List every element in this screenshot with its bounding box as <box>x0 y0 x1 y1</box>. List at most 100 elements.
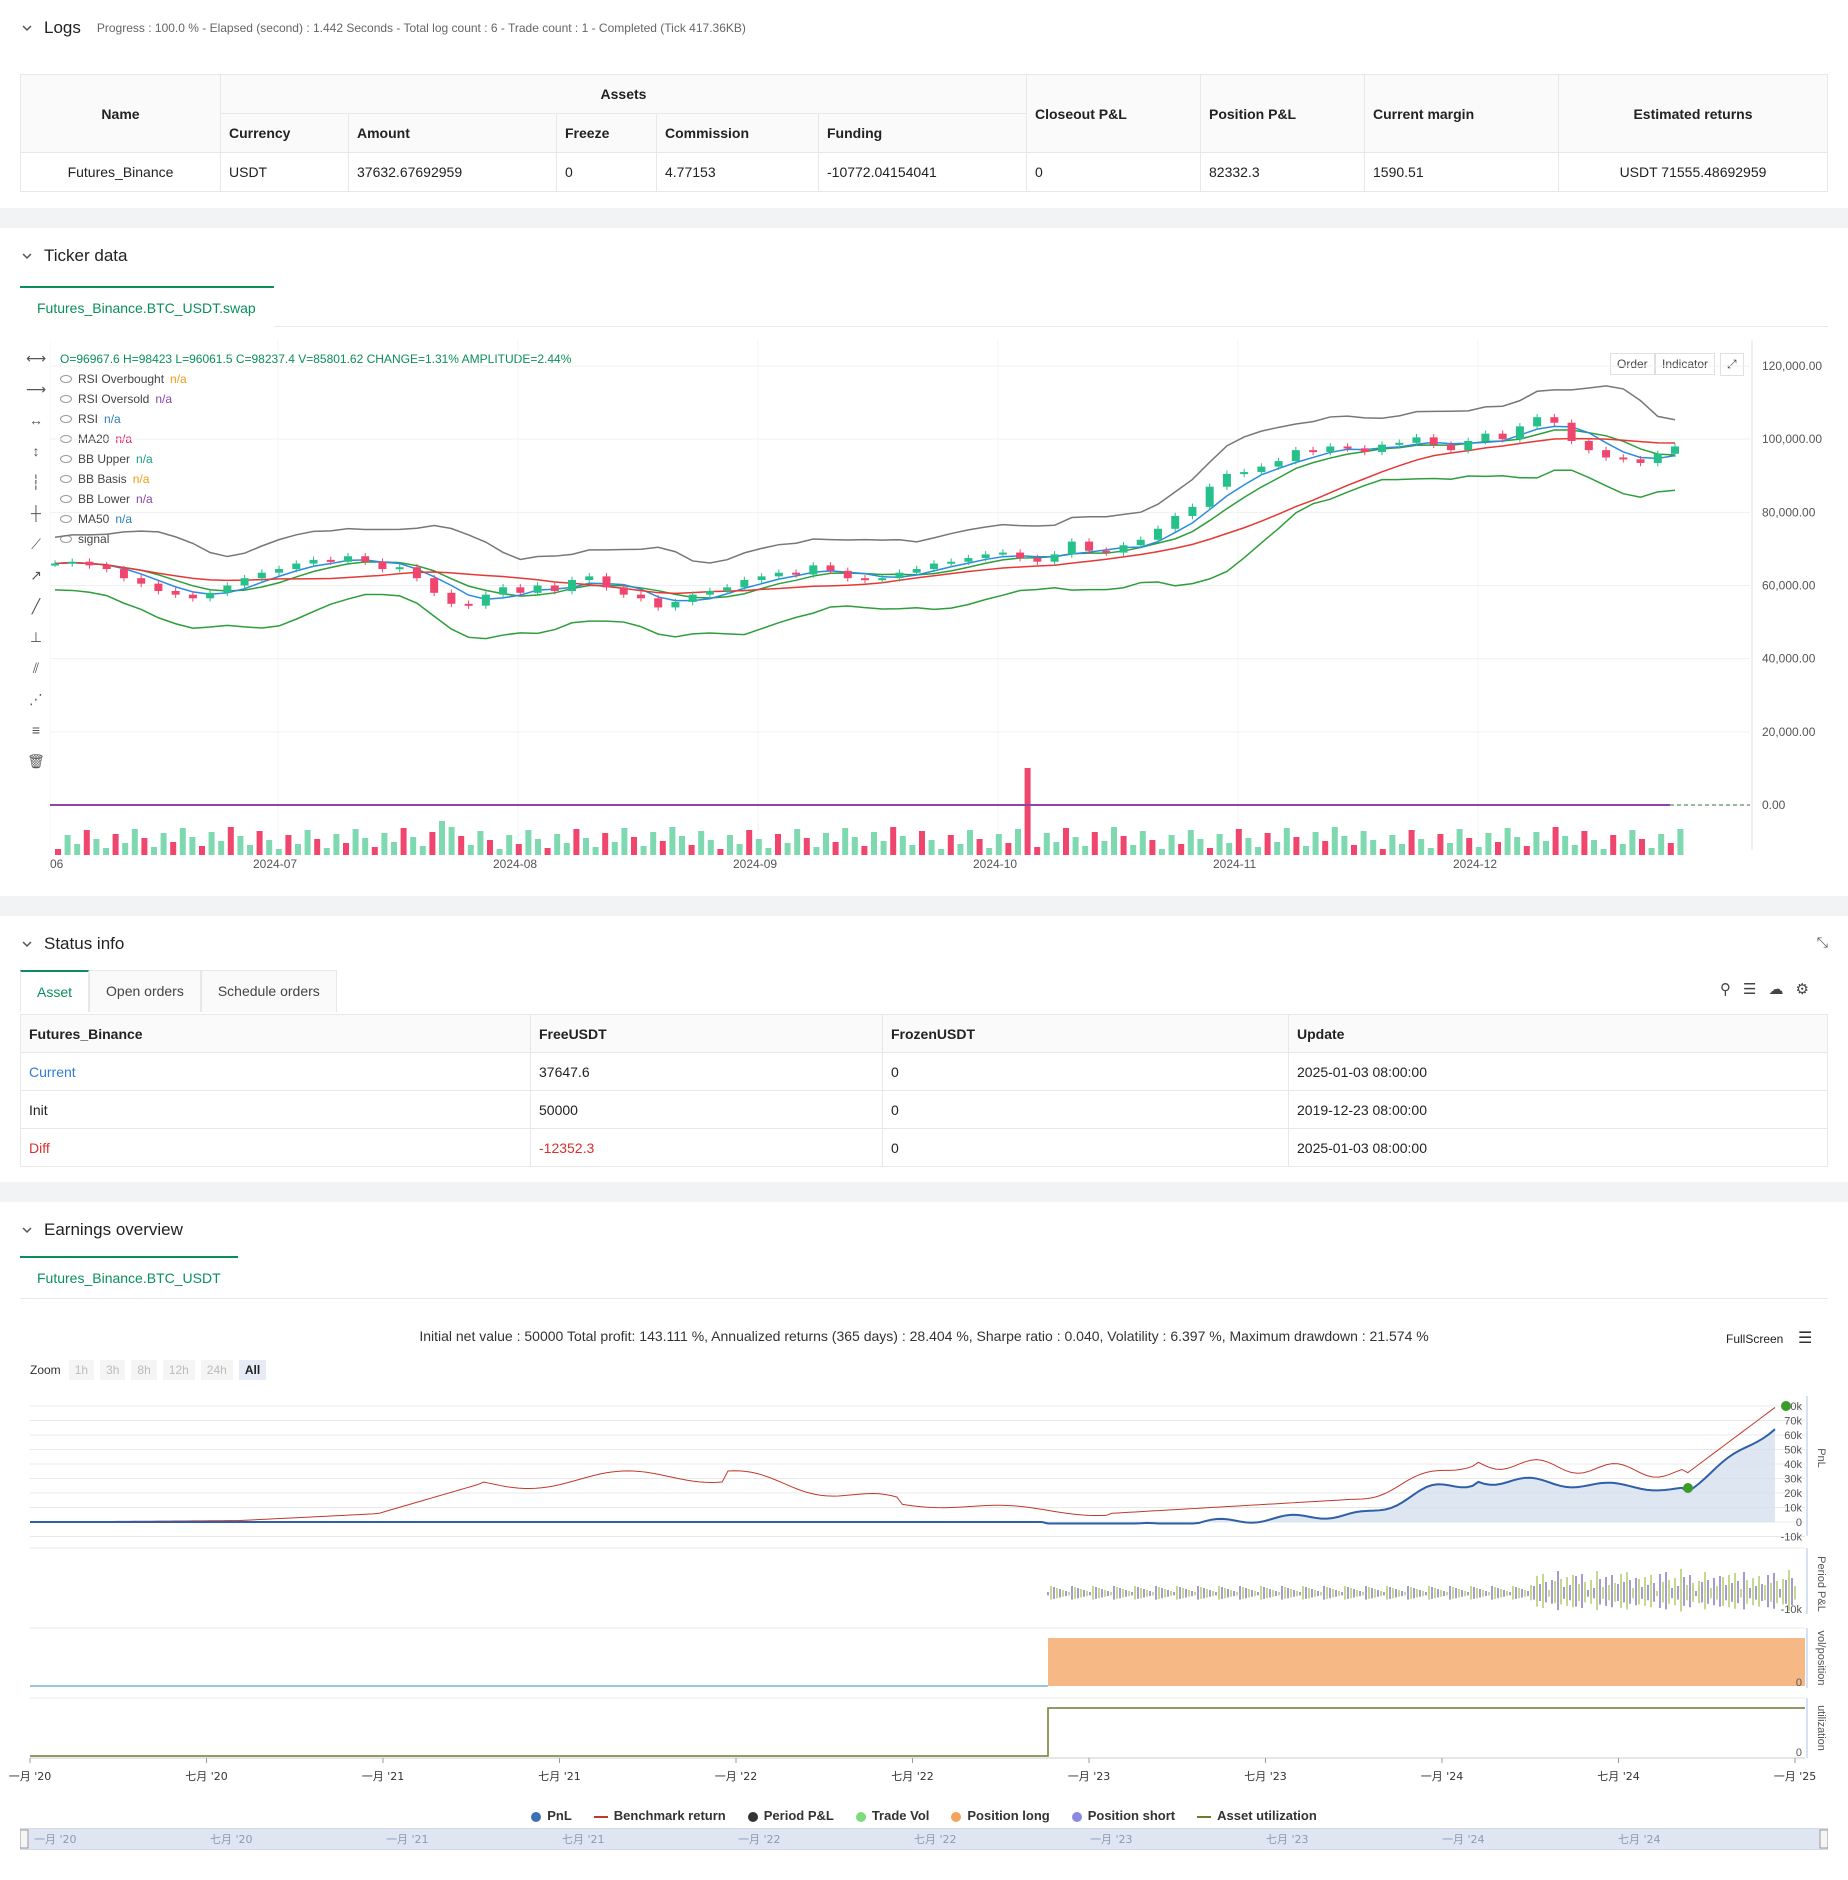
eye-icon[interactable] <box>60 475 72 483</box>
extended-line-icon[interactable]: ↔ <box>29 412 43 428</box>
indicator-button[interactable]: Indicator <box>1655 353 1716 375</box>
tab-earnings-symbol[interactable]: Futures_Binance.BTC_USDT <box>20 1256 238 1298</box>
eye-icon[interactable] <box>60 375 72 383</box>
volume-bar <box>64 835 71 855</box>
chevron-down-icon[interactable] <box>20 21 34 35</box>
segment-icon[interactable]: ╱ <box>31 598 41 614</box>
x-tick-label: 06 <box>50 857 64 871</box>
tab-asset[interactable]: Asset <box>20 970 90 1012</box>
candle <box>705 590 714 595</box>
legend-item[interactable]: Trade Vol <box>855 1808 929 1823</box>
y-tick-label: -10k <box>1781 1604 1803 1616</box>
eye-icon[interactable] <box>60 515 72 523</box>
horizontal-line-icon[interactable]: ⟷ <box>26 350 47 366</box>
fibonacci-icon[interactable]: ≡ <box>31 722 41 738</box>
candle <box>1567 422 1576 441</box>
legend-item[interactable]: MA50 n/a <box>60 512 132 526</box>
gear-icon[interactable]: ⚙ <box>1795 981 1809 998</box>
legend-item[interactable]: Benchmark return <box>593 1808 726 1823</box>
eye-icon[interactable] <box>60 395 72 403</box>
volume-bar <box>1639 839 1645 855</box>
legend-value: n/a <box>136 492 153 506</box>
candle <box>1429 437 1438 445</box>
collapse-icon[interactable]: ⤡ <box>1816 934 1828 950</box>
col-update: Update <box>1288 1014 1828 1053</box>
legend-item[interactable]: Position short <box>1071 1808 1175 1823</box>
zoom-3h[interactable]: 3h <box>100 1360 126 1380</box>
trash-icon[interactable]: 🗑 <box>27 753 45 769</box>
volume-bar <box>1591 840 1597 855</box>
legend-item[interactable]: Position long <box>951 1808 1050 1823</box>
cloud-download-icon[interactable]: ☁ <box>1768 981 1784 998</box>
candle <box>550 585 559 591</box>
price-label-icon[interactable]: ⊥ <box>29 629 43 645</box>
list-icon[interactable]: ☰ <box>1743 981 1757 998</box>
cell-funding: -10772.04154041 <box>818 152 1027 192</box>
candle <box>1498 433 1507 440</box>
status-header[interactable]: Status info <box>20 934 124 954</box>
volume-bar <box>1437 834 1444 855</box>
ticker-title: Ticker data <box>44 246 128 265</box>
volume-bar <box>429 832 436 855</box>
tab-schedule-orders[interactable]: Schedule orders <box>200 970 337 1012</box>
candle <box>1309 450 1318 453</box>
earnings-chart[interactable]: 80k70k60k50k40k30k20k10k0-10k-10k00PnLPe… <box>0 1388 1848 1808</box>
volume-bar <box>986 848 993 855</box>
horizontal-ray-icon[interactable]: ⟶ <box>26 381 47 397</box>
chevron-down-icon[interactable] <box>20 1223 34 1237</box>
chevron-down-icon[interactable] <box>20 249 34 263</box>
zoom-1h[interactable]: 1h <box>68 1360 95 1380</box>
vertical-segment-icon[interactable]: ┆ <box>31 474 41 490</box>
menu-icon[interactable]: ☰ <box>1798 1330 1813 1347</box>
ticker-header[interactable]: Ticker data <box>20 246 127 266</box>
legend-item[interactable]: BB Upper n/a <box>60 452 153 466</box>
divider <box>0 896 1848 916</box>
cell-amount: 37632.67692959 <box>348 152 557 192</box>
ray-line-icon[interactable]: ↗ <box>30 567 42 583</box>
status-toolbar: ⚲ ☰ ☁ ⚙ <box>1720 980 1809 998</box>
vertical-line-icon[interactable]: ↕ <box>32 443 40 459</box>
candlestick-chart[interactable]: 120,000.00 100,000.00 80,000.00 60,000.00 40… <box>50 340 1840 886</box>
legend-item[interactable]: RSI n/a <box>60 412 121 426</box>
order-button[interactable]: Order <box>1610 353 1655 375</box>
row-label-current[interactable]: Current <box>20 1052 531 1091</box>
legend-item[interactable]: RSI Overbought n/a <box>60 372 187 386</box>
volume-bar <box>55 849 61 855</box>
zoom-all[interactable]: All <box>238 1360 267 1380</box>
tab-ticker-symbol[interactable]: Futures_Binance.BTC_USDT.swap <box>20 286 274 328</box>
legend-item[interactable]: BB Basis n/a <box>60 472 149 486</box>
cross-line-icon[interactable]: ┼ <box>31 505 41 521</box>
expand-icon[interactable]: ⤢ <box>1720 353 1744 376</box>
volume-bar <box>1370 840 1377 855</box>
eye-icon[interactable] <box>60 495 72 503</box>
candle <box>1326 446 1335 452</box>
volume-bar <box>842 828 849 855</box>
trend-line-icon[interactable]: ⟋ <box>31 536 41 552</box>
zoom-8h[interactable]: 8h <box>131 1360 157 1380</box>
navigator-scrollbar[interactable]: 一月 '20 七月 '20 一月 '21 七月 '21 一月 '22 七月 '22 一月 '… <box>20 1828 1828 1850</box>
parallel-channel-icon[interactable]: ⫽ <box>32 660 40 676</box>
divider <box>0 1182 1848 1202</box>
candle <box>102 565 111 570</box>
zoom-24h[interactable]: 24h <box>200 1360 233 1380</box>
position-long-area <box>1048 1638 1805 1686</box>
y-tick-label: 0 <box>1796 1677 1802 1689</box>
zoom-12h[interactable]: 12h <box>162 1360 195 1380</box>
candle <box>395 567 404 570</box>
eye-icon[interactable] <box>60 415 72 423</box>
legend-item[interactable]: Period P&L <box>747 1808 834 1823</box>
legend-item[interactable]: RSI Oversold n/a <box>60 392 172 406</box>
eye-icon[interactable] <box>60 455 72 463</box>
logs-header[interactable]: Logs Progress : 100.0 % - Elapsed (secon… <box>20 18 746 38</box>
pitchfork-icon[interactable]: ⋰ <box>29 691 43 707</box>
volume-bar <box>237 836 244 855</box>
tab-open-orders[interactable]: Open orders <box>89 970 201 1012</box>
legend-item[interactable]: Asset utilization <box>1197 1808 1317 1823</box>
chevron-down-icon[interactable] <box>20 937 34 951</box>
search-icon[interactable]: ⚲ <box>1720 981 1731 998</box>
earnings-header[interactable]: Earnings overview <box>20 1220 183 1240</box>
fullscreen-button[interactable]: FullScreen <box>1726 1332 1784 1346</box>
legend-item[interactable]: PnL <box>531 1808 572 1823</box>
volume-bar <box>218 841 225 855</box>
legend-item[interactable]: BB Lower n/a <box>60 492 153 506</box>
